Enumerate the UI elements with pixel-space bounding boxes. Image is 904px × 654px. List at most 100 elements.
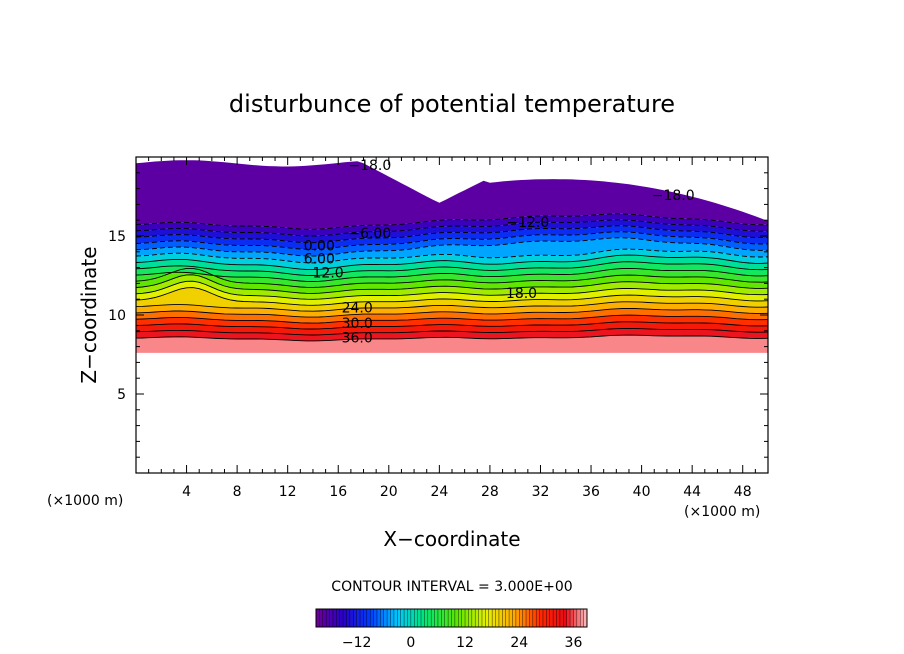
contour-line [136,307,768,318]
contour-line [136,261,768,276]
chart-title: disturbunce of potential temperature [229,90,675,118]
colorbar-cell [485,609,490,627]
colorbar-cell [546,609,551,627]
colorbar-cell [454,609,459,627]
contour-label: −18.0 [348,158,391,174]
colorbar-cell [509,609,513,627]
colorbar-cell [410,609,415,627]
contour-label: 6.00 [304,251,335,267]
contour-label: 12.0 [313,266,344,282]
colorbar-cell [316,609,320,627]
contour-band [136,274,768,300]
colorbar-cell [444,609,449,627]
contour-line [136,314,768,324]
contour-line [136,219,768,237]
colorbar-cell [526,609,530,627]
colorbar-cell [566,609,571,627]
colorbar-tick-label: −12 [342,635,372,651]
colorbar-cell [387,609,391,627]
colorbar-cell [576,609,581,627]
colorbar-cell [451,609,456,627]
colorbar-cell [373,609,378,627]
contour-line [136,327,768,336]
contour-band [136,315,768,329]
colorbar-cell [431,609,435,627]
colorbar-cell [353,609,357,627]
y-tick-label: 15 [108,229,126,245]
colorbar-cell [549,609,554,627]
contour-label: −6.00 [348,226,391,242]
colorbar-cell [471,609,476,627]
colorbar-tick-label: 36 [565,635,583,651]
colorbar-cell [376,609,381,627]
x-tick-label: 8 [233,484,242,500]
x-tick-label: 32 [532,484,550,500]
colorbar-cell [563,609,567,627]
colorbar-cell [370,609,374,627]
colorbar-cell [559,609,564,627]
colorbar-cell [404,609,408,627]
contour-band [136,268,768,288]
colorbar-cell [580,609,584,627]
contour-line [136,301,768,312]
contour-label: −12.0 [506,215,549,231]
contour-line [136,287,768,306]
contour-band [136,321,768,335]
x-tick-label: 16 [329,484,347,500]
x-axis-unit-left: (×1000 m) [47,493,123,509]
colorbar-cell [366,609,371,627]
colorbar-cell [397,609,401,627]
y-axis-label: Z−coordinate [77,246,101,383]
contour-line [136,274,768,294]
colorbar-cell [502,609,506,627]
colorbar-cell [458,609,462,627]
contour-band [136,219,768,243]
colorbar-cell [495,609,500,627]
contour-label: 24.0 [342,300,373,316]
colorbar-cell [519,609,523,627]
colorbar-cell [437,609,442,627]
contour-band [136,213,768,236]
contour-interval-text: CONTOUR INTERVAL = 3.000E+00 [331,579,572,595]
colorbar-cell [360,609,364,627]
contour-label: −18.0 [652,188,695,204]
colorbar-cell [400,609,405,627]
colorbar-tick-label: 24 [510,635,528,651]
contour-band [136,308,768,324]
x-tick-label: 4 [182,484,191,500]
colorbar-cell [465,609,469,627]
colorbar-cell [349,609,354,627]
contour-band [136,249,768,270]
colorbar-cell [539,609,544,627]
contour-line [136,248,768,264]
contour-line [136,334,768,342]
x-axis-ticks: 4 8 12 16 20 24 28 32 36 40 44 48 [148,157,756,500]
contour-line [136,213,768,230]
colorbar-cell [448,609,452,627]
colorbar-cell [441,609,446,627]
colorbar-cell [475,609,479,627]
colorbar-cell [380,609,385,627]
contour-band [136,335,768,353]
colorbar-cell [332,609,337,627]
y-tick-label: 5 [117,387,126,403]
colorbar-cell [414,609,418,627]
contour-band [136,255,768,276]
colorbar-cell [407,609,412,627]
colorbar-cell [339,609,344,627]
colorbar-cell [512,609,517,627]
colorbar-cell [468,609,473,627]
contour-label: 0.00 [304,239,335,255]
colorbar-cell [461,609,466,627]
contour-line [136,267,768,282]
contour-band [136,237,768,263]
colorbar-cell [326,609,330,627]
contour-field [136,160,768,353]
colorbar-cell [390,609,395,627]
colorbar-cell [424,609,429,627]
contour-line [136,267,768,288]
colorbar-cell [329,609,334,627]
y-tick-label: 10 [108,308,126,324]
colorbar-cell [383,609,388,627]
